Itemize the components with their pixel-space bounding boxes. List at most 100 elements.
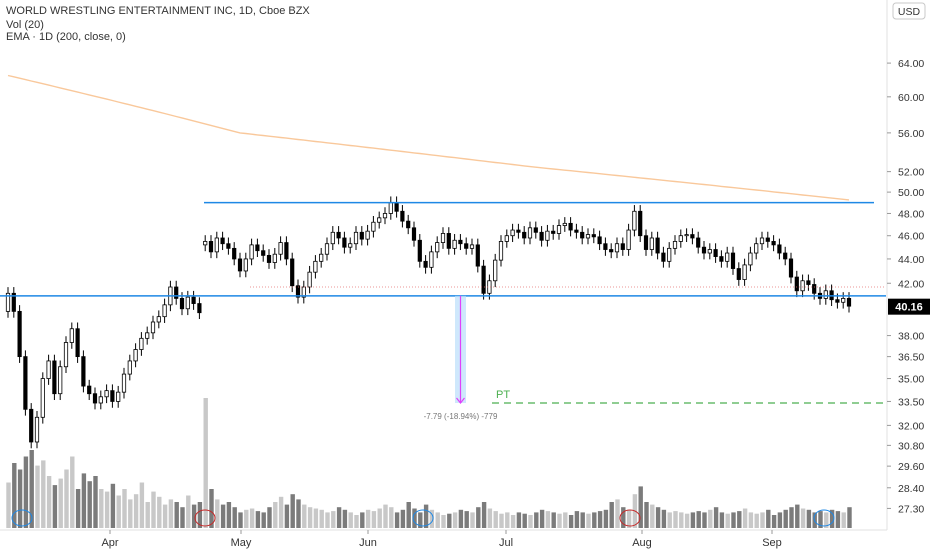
volume-bar [354, 515, 359, 528]
candle-body [620, 243, 625, 250]
candle-body [295, 285, 301, 298]
time-tick-label: Aug [632, 537, 652, 549]
candle-body [40, 378, 45, 418]
volume-bar [418, 512, 423, 528]
volume-bar [713, 507, 719, 528]
candle-body [278, 242, 283, 255]
volume-bar [516, 512, 522, 528]
candle-body [562, 222, 567, 226]
volume-bar [394, 512, 400, 528]
candle-body [336, 231, 341, 239]
candle-body [672, 241, 678, 249]
candle-body [382, 213, 388, 219]
candle-body [556, 225, 562, 234]
candle-body [678, 235, 683, 242]
candle-body [127, 360, 132, 375]
candle-body [429, 251, 434, 268]
candle-body [139, 337, 144, 350]
event-marker [813, 509, 835, 527]
volume-bar [313, 508, 319, 528]
ema-legend: EMA · 1D (200, close, 0) [6, 31, 126, 43]
volume-bar [412, 508, 417, 528]
candle-body [214, 237, 219, 253]
volume-bar [360, 512, 365, 528]
volume-bar [481, 502, 487, 528]
candle-body [417, 239, 422, 262]
candle-body [23, 356, 28, 410]
volume-bar [58, 478, 63, 528]
candle-body [545, 230, 550, 241]
candle-body [823, 290, 828, 299]
candle-body [765, 237, 770, 242]
currency-label: USD [898, 6, 921, 18]
volume-bar [296, 499, 301, 528]
candle-body [104, 390, 109, 398]
volume-bar [180, 507, 185, 528]
volume-bar [284, 504, 290, 528]
currency-box[interactable] [892, 2, 926, 20]
volume-bar [754, 513, 759, 528]
time-tick-label: Jun [359, 537, 377, 549]
volume-bar [191, 504, 197, 528]
volume-bar [447, 513, 452, 528]
volume-bar [406, 502, 411, 528]
volume-bar [655, 507, 661, 528]
event-marker [412, 509, 434, 527]
price-target-label: PT [496, 389, 510, 401]
candle-body [371, 221, 376, 232]
volume-bar [226, 502, 232, 528]
volume-bar [499, 513, 504, 528]
candles [5, 196, 852, 449]
candle-body [696, 237, 701, 248]
volume-bar [278, 496, 284, 528]
volume-bar [580, 512, 585, 528]
candle-body [800, 280, 805, 292]
volume-bar [597, 511, 603, 528]
volume-bar [371, 511, 377, 528]
volume-bar [64, 469, 69, 528]
candle-body [748, 252, 753, 266]
candle-body [435, 242, 440, 253]
candle-body [92, 393, 98, 404]
candle-body [116, 391, 121, 402]
candle-body [452, 239, 457, 249]
candle-body [667, 247, 672, 262]
volume-bar [238, 512, 243, 528]
last-price-text: 40.16 [895, 302, 923, 314]
candle-body [394, 202, 399, 212]
volume-bar [476, 507, 481, 528]
event-marker [11, 509, 33, 527]
volume-bar [186, 495, 191, 528]
candle-body [725, 252, 730, 262]
candle-body [446, 233, 451, 249]
volume-bar [493, 511, 498, 528]
volume-bar [267, 507, 272, 528]
candle-body [133, 349, 138, 362]
volume-bar [510, 515, 516, 528]
candle-body [580, 231, 585, 239]
candle-body [197, 303, 202, 314]
candle-body [191, 296, 196, 304]
chart-title: WORLD WRESTLING ENTERTAINMENT INC, 1D, C… [6, 5, 310, 17]
volume-bar [423, 504, 429, 528]
volume-bar [110, 483, 116, 528]
volume-bar [145, 502, 150, 528]
volume-bars [6, 398, 852, 528]
candle-body [353, 231, 359, 245]
volume-bar [800, 508, 806, 528]
candle-body [835, 299, 840, 303]
candle-body [319, 253, 324, 262]
volume-bar [128, 499, 133, 528]
candle-body [63, 342, 69, 368]
volume-bar [290, 494, 295, 528]
volume-bar [696, 511, 701, 528]
measure-label: -7.79 (-18.94%) -779 [424, 412, 498, 421]
volume-bar [389, 507, 394, 528]
price-tick-label: 35.00 [898, 374, 924, 386]
volume-bar [104, 491, 110, 528]
candle-body [377, 217, 382, 223]
candle-body [632, 210, 637, 231]
volume-bar [35, 465, 40, 528]
candle-body [203, 241, 208, 246]
